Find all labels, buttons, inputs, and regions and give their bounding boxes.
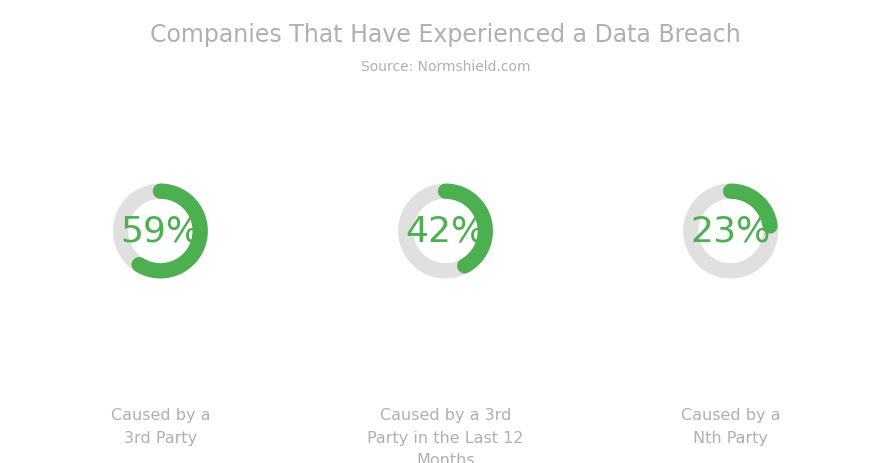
Text: Caused by a 3rd
Party in the Last 12
Months: Caused by a 3rd Party in the Last 12 Mon… (367, 407, 524, 463)
Text: 23%: 23% (691, 214, 771, 249)
Text: Caused by a
3rd Party: Caused by a 3rd Party (110, 407, 210, 444)
Text: Source: Normshield.com: Source: Normshield.com (361, 60, 530, 74)
Text: 59%: 59% (120, 214, 200, 249)
Text: 42%: 42% (405, 214, 486, 249)
Text: Caused by a
Nth Party: Caused by a Nth Party (681, 407, 781, 444)
Text: Companies That Have Experienced a Data Breach: Companies That Have Experienced a Data B… (150, 23, 741, 47)
